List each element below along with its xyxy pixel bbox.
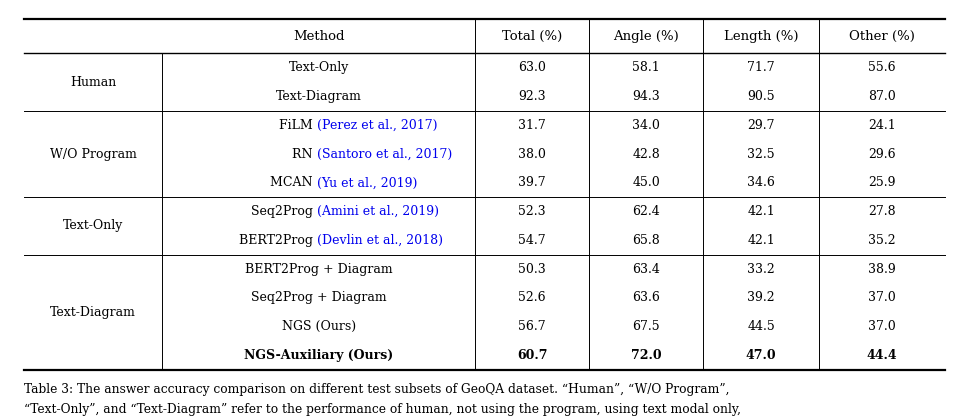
Text: Total (%): Total (%) [502,30,562,42]
Text: Seq2Prog + Diagram: Seq2Prog + Diagram [251,291,386,304]
Text: 32.5: 32.5 [748,147,775,160]
Text: (Santoro et al., 2017): (Santoro et al., 2017) [317,147,452,160]
Text: NGS-Auxiliary (Ours): NGS-Auxiliary (Ours) [244,349,393,362]
Text: BERT2Prog: BERT2Prog [239,234,317,247]
Text: 39.2: 39.2 [748,291,775,304]
Text: 71.7: 71.7 [748,61,775,74]
Text: 63.6: 63.6 [633,291,660,304]
Text: 27.8: 27.8 [868,205,895,218]
Text: 56.7: 56.7 [519,320,546,333]
Text: 34.6: 34.6 [748,176,775,189]
Text: 62.4: 62.4 [633,205,660,218]
Text: Text-Diagram: Text-Diagram [50,306,136,319]
Text: 72.0: 72.0 [631,349,662,362]
Text: (Yu et al., 2019): (Yu et al., 2019) [317,176,417,189]
Text: Text-Diagram: Text-Diagram [276,90,361,103]
Text: 45.0: 45.0 [633,176,660,189]
Text: MCAN: MCAN [270,176,317,189]
Text: BERT2Prog + Diagram: BERT2Prog + Diagram [245,262,392,276]
Text: 54.7: 54.7 [519,234,546,247]
Text: 37.0: 37.0 [868,320,895,333]
Text: Seq2Prog: Seq2Prog [251,205,317,218]
Text: 39.7: 39.7 [519,176,546,189]
Text: 65.8: 65.8 [633,234,660,247]
Text: 52.3: 52.3 [519,205,546,218]
Text: Human: Human [71,76,116,89]
Text: 50.3: 50.3 [519,262,546,276]
Text: “Text-Only”, and “Text-Diagram” refer to the performance of human, not using the: “Text-Only”, and “Text-Diagram” refer to… [24,403,741,416]
Text: 38.9: 38.9 [868,262,895,276]
Text: Table 3: The answer accuracy comparison on different test subsets of GeoQA datas: Table 3: The answer accuracy comparison … [24,383,729,396]
Text: 33.2: 33.2 [748,262,775,276]
Text: Method: Method [293,30,345,42]
Text: 63.4: 63.4 [633,262,660,276]
Text: 92.3: 92.3 [519,90,546,103]
Text: 37.0: 37.0 [868,291,895,304]
Text: 24.1: 24.1 [868,119,895,132]
Text: RN: RN [293,147,317,160]
Text: 47.0: 47.0 [746,349,777,362]
Text: 35.2: 35.2 [868,234,895,247]
Text: NGS (Ours): NGS (Ours) [282,320,355,333]
Text: Length (%): Length (%) [724,30,799,42]
Text: 67.5: 67.5 [633,320,660,333]
Text: 29.7: 29.7 [748,119,775,132]
Text: 60.7: 60.7 [517,349,548,362]
Text: MCAN (Yu et al., 2019): MCAN (Yu et al., 2019) [245,176,392,189]
Text: Other (%): Other (%) [849,30,915,42]
Text: 44.5: 44.5 [748,320,775,333]
Text: RN (Santoro et al., 2017): RN (Santoro et al., 2017) [239,147,399,160]
Text: (Amini et al., 2019): (Amini et al., 2019) [317,205,439,218]
Text: 52.6: 52.6 [519,291,546,304]
Text: Text-Only: Text-Only [289,61,349,74]
Text: 63.0: 63.0 [519,61,546,74]
Text: Text-Only: Text-Only [63,220,124,232]
Text: (Devlin et al., 2018): (Devlin et al., 2018) [317,234,442,247]
Text: 42.1: 42.1 [748,205,775,218]
Text: 34.0: 34.0 [633,119,660,132]
Text: FiLM: FiLM [279,119,317,132]
Text: 25.9: 25.9 [868,176,895,189]
Text: Angle (%): Angle (%) [613,30,679,42]
Text: 58.1: 58.1 [633,61,660,74]
Text: 44.4: 44.4 [867,349,897,362]
Text: 29.6: 29.6 [868,147,895,160]
Text: Seq2Prog (Amini et al., 2019): Seq2Prog (Amini et al., 2019) [225,205,412,218]
Text: FiLM (Perez et al., 2017): FiLM (Perez et al., 2017) [240,119,398,132]
Text: 55.6: 55.6 [868,61,895,74]
Text: 90.5: 90.5 [748,90,775,103]
Text: 31.7: 31.7 [519,119,546,132]
Text: BERT2Prog (Devlin et al., 2018): BERT2Prog (Devlin et al., 2018) [216,234,421,247]
Text: 94.3: 94.3 [633,90,660,103]
Text: 42.1: 42.1 [748,234,775,247]
Text: 42.8: 42.8 [633,147,660,160]
Text: 87.0: 87.0 [868,90,895,103]
Text: W/O Program: W/O Program [50,147,136,160]
Text: 38.0: 38.0 [519,147,546,160]
Text: (Perez et al., 2017): (Perez et al., 2017) [317,119,438,132]
